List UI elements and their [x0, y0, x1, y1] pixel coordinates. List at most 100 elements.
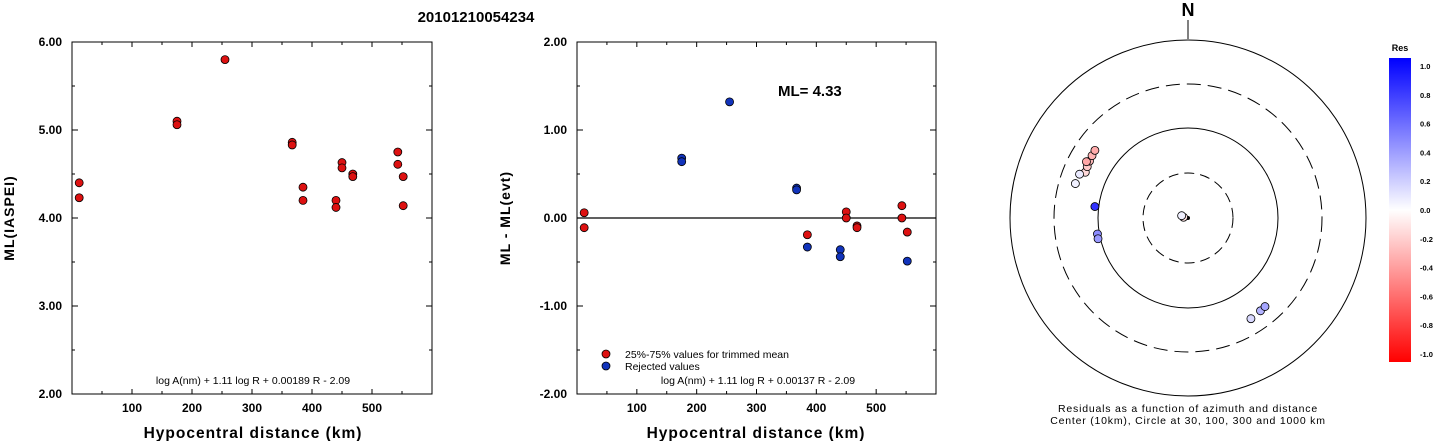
legend-marker-rejected	[601, 361, 611, 371]
station-point	[1177, 211, 1187, 221]
data-point	[579, 223, 589, 233]
x-tick-label: 400	[806, 401, 826, 415]
station-points	[1070, 145, 1270, 324]
data-point	[841, 213, 851, 223]
station-point	[1090, 202, 1100, 211]
caption-line1: Residuals as a function of azimuth and d…	[1058, 403, 1318, 415]
data-point	[393, 147, 403, 157]
data-point	[220, 55, 230, 64]
north-label: N	[1182, 0, 1195, 20]
plot-frame	[71, 41, 433, 395]
data-points	[74, 55, 408, 212]
data-point	[897, 201, 907, 211]
colorbar-tick-label: 0.0	[1420, 206, 1430, 215]
y-axis-ticks: -2.00 -1.00 0.00 1.00 2.00	[540, 35, 936, 401]
data-point	[298, 182, 308, 192]
data-point	[852, 223, 862, 233]
ml-annotation: ML= 4.33	[778, 83, 842, 100]
data-point	[172, 120, 182, 130]
station-point	[1082, 157, 1091, 167]
panel-ml-residual: 100 200 300 400 500 -2.00 -1.00 0.00 1.00 2.00 M…	[497, 35, 937, 442]
data-point	[902, 227, 912, 237]
x-axis-ticks: 100 200 300 400 500	[606, 42, 907, 415]
data-point	[835, 252, 845, 262]
legend-marker-trimmed	[601, 349, 611, 359]
data-point	[398, 201, 408, 211]
data-point	[398, 172, 408, 182]
x-tick-label: 400	[302, 401, 322, 415]
data-point	[579, 208, 589, 218]
panel-ml-iaspei: 100 200 300 400 500 2.00 3.00 4.00 5.00 6.00 log…	[1, 35, 433, 442]
y-tick-label: 3.00	[39, 299, 63, 313]
x-tick-label: 300	[242, 401, 262, 415]
y-tick-label: 2.00	[544, 35, 568, 49]
ring-100km	[1097, 127, 1279, 309]
legend-label-trimmed: 25%-75% values for trimmed mean	[625, 349, 789, 361]
ring-300km	[1053, 83, 1323, 353]
station-point	[1070, 179, 1080, 188]
colorbar-ticks: 1.0 0.8 0.6 0.4 0.2 0.0 -0.2 -0.4 -0.6 -0.8 -1.0	[1420, 62, 1434, 359]
colorbar-tick-label: -0.4	[1420, 264, 1434, 273]
x-tick-label: 500	[866, 401, 886, 415]
data-point	[897, 213, 907, 223]
data-point	[393, 159, 403, 169]
colorbar-title: Res	[1392, 43, 1409, 53]
y-tick-label: 1.00	[544, 123, 568, 137]
colorbar-tick-label: -0.6	[1420, 292, 1433, 301]
panel-azimuth-residuals: N Residuals as a function of azimuth and…	[1009, 0, 1434, 427]
y-tick-label: 6.00	[39, 35, 63, 49]
data-point	[74, 178, 84, 188]
y-tick-label: 4.00	[39, 211, 63, 225]
x-tick-label: 200	[687, 401, 707, 415]
colorbar-tick-label: -1.0	[1420, 350, 1433, 359]
station-point	[1075, 169, 1084, 179]
y-tick-label: -2.00	[540, 387, 568, 401]
x-tick-label: 100	[627, 401, 647, 415]
y-tick-label: 0.00	[544, 211, 568, 225]
data-point	[74, 193, 84, 203]
ring-30km	[1142, 172, 1234, 264]
legend-label-rejected: Rejected values	[625, 361, 700, 373]
colorbar-tick-label: -0.2	[1420, 235, 1433, 244]
legend: 25%-75% values for trimmed mean Rejected…	[601, 349, 789, 373]
colorbar-tick-label: 0.6	[1420, 120, 1430, 129]
colorbar-tick-label: 1.0	[1420, 62, 1430, 71]
formula-label: log A(nm) + 1.11 log R + 0.00189 R - 2.0…	[156, 375, 350, 387]
ring-1000km	[1009, 39, 1367, 397]
x-tick-label: 200	[182, 401, 202, 415]
figure-title: 20101210054234	[418, 9, 535, 26]
colorbar-tick-label: 0.2	[1420, 177, 1430, 186]
y-axis-label: ML(IASPEI)	[1, 175, 17, 260]
data-point	[298, 195, 308, 205]
y-tick-label: 5.00	[39, 123, 63, 137]
station-point	[1093, 234, 1103, 244]
data-points	[579, 97, 912, 266]
colorbar-gradient	[1389, 58, 1411, 362]
formula-label: log A(nm) + 1.11 log R + 0.00137 R - 2.0…	[661, 375, 855, 387]
y-tick-label: -1.00	[540, 299, 568, 313]
data-point	[902, 256, 912, 266]
data-point	[348, 172, 358, 182]
station-point	[1090, 145, 1100, 155]
data-point	[792, 185, 801, 195]
data-point	[677, 157, 687, 167]
x-axis-label: Hypocentral distance (km)	[647, 425, 866, 441]
x-axis-label: Hypocentral distance (km)	[144, 425, 363, 441]
data-point	[337, 163, 347, 173]
x-axis-ticks: 100 200 300 400 500	[101, 42, 403, 415]
x-tick-label: 500	[362, 401, 382, 415]
data-point	[802, 242, 812, 252]
x-tick-label: 300	[746, 401, 766, 415]
data-point	[287, 140, 297, 150]
x-tick-label: 100	[122, 401, 142, 415]
station-point	[1260, 302, 1270, 311]
caption-line2: Center (10km), Circle at 30, 100, 300 an…	[1050, 415, 1326, 427]
data-point	[802, 230, 812, 240]
y-tick-label: 2.00	[39, 387, 63, 401]
data-point	[331, 203, 341, 212]
y-axis-ticks: 2.00 3.00 4.00 5.00 6.00	[39, 35, 432, 401]
y-axis-label: ML - ML(evt)	[497, 171, 513, 265]
colorbar-tick-label: 0.8	[1420, 91, 1430, 100]
